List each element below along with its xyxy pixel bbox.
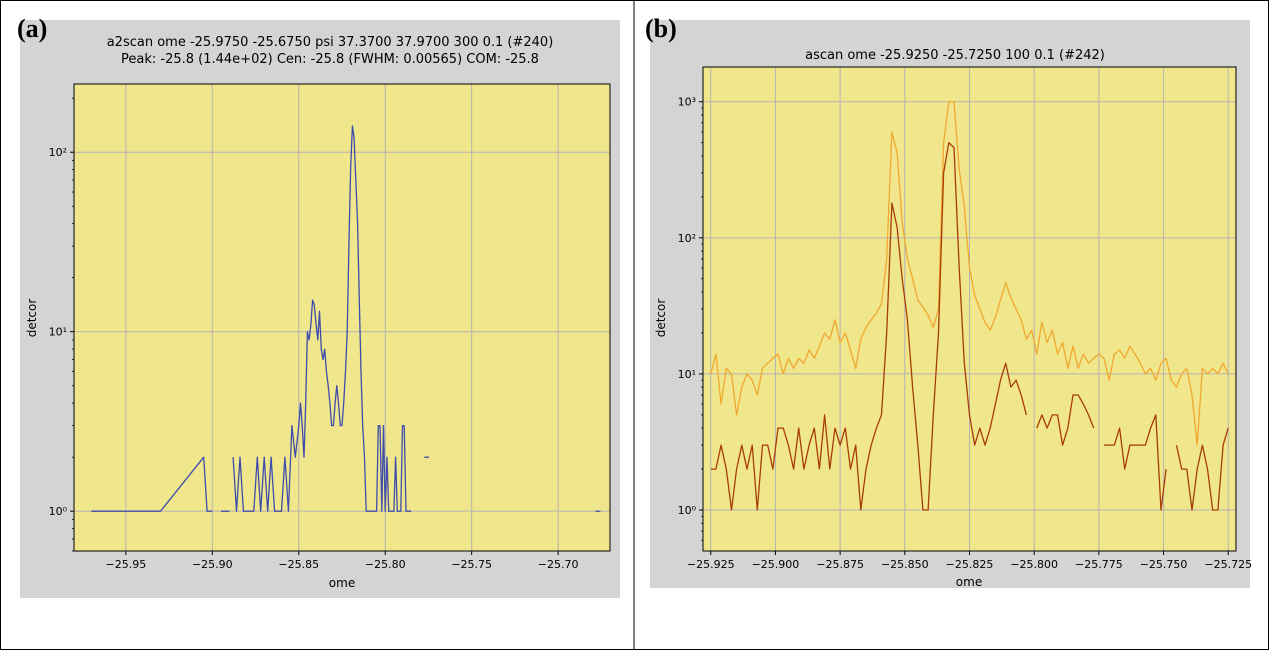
b-ytick-label: 10²	[678, 232, 696, 245]
panel-label-a: (a)	[17, 14, 48, 43]
a-xtick-label: −25.85	[278, 558, 319, 571]
b-xtick-label: −25.900	[752, 558, 800, 571]
chart-a-ylabel: detcor	[25, 299, 39, 338]
chart-b-y-ticks: 10⁰ 10¹ 10² 10³	[678, 96, 703, 541]
chart-b-grid	[703, 67, 1236, 551]
b-xtick-label: −25.775	[1075, 558, 1123, 571]
chart-a: a2scan ome -25.9750 -25.6750 psi 37.3700…	[20, 20, 620, 598]
b-series-line-1	[710, 142, 1229, 511]
chart-a-series	[91, 126, 601, 511]
chart-a-title: a2scan ome -25.9750 -25.6750 psi 37.3700…	[107, 35, 554, 50]
b-xtick-label: −25.725	[1204, 558, 1252, 571]
b-xtick-label: −25.875	[816, 558, 864, 571]
chart-a-xlabel: ome	[329, 576, 355, 590]
chart-b: ascan ome -25.9250 -25.7250 100 0.1 (#24…	[650, 20, 1252, 589]
chart-a-x-ticks: −25.95 −25.90 −25.85 −25.80 −25.75 −25.70	[106, 551, 579, 571]
chart-a-grid	[74, 84, 610, 551]
chart-b-title: ascan ome -25.9250 -25.7250 100 0.1 (#24…	[805, 48, 1105, 63]
chart-b-xlabel: ome	[956, 575, 982, 589]
b-xtick-label: −25.850	[881, 558, 929, 571]
b-xtick-label: −25.800	[1010, 558, 1058, 571]
b-series-line-0	[710, 101, 1229, 446]
a-ytick-label: 10²	[49, 146, 67, 159]
chart-a-y-ticks: 10⁰ 10¹ 10²	[49, 97, 74, 552]
chart-a-plot-area	[74, 84, 610, 551]
a-xtick-label: −25.70	[538, 558, 579, 571]
a-xtick-label: −25.95	[106, 558, 147, 571]
b-xtick-label: −25.925	[687, 558, 735, 571]
panel-label-b: (b)	[645, 14, 677, 43]
a-ytick-label: 10⁰	[49, 505, 68, 518]
chart-b-series	[710, 101, 1229, 511]
chart-a-axes-box	[73, 83, 611, 552]
b-ytick-label: 10¹	[678, 368, 696, 381]
a-xtick-label: −25.90	[192, 558, 233, 571]
b-xtick-label: −25.750	[1140, 558, 1188, 571]
a-xtick-label: −25.75	[451, 558, 492, 571]
b-ytick-label: 10⁰	[678, 504, 697, 517]
b-ytick-label: 10³	[678, 96, 696, 109]
a-xtick-label: −25.80	[365, 558, 406, 571]
chart-b-ylabel: detcor	[654, 299, 668, 338]
b-xtick-label: −25.825	[946, 558, 994, 571]
chart-a-subtitle: Peak: -25.8 (1.44e+02) Cen: -25.8 (FWHM:…	[121, 52, 539, 67]
chart-b-x-ticks: −25.925 −25.900 −25.875 −25.850 −25.825 −25.8…	[687, 551, 1252, 571]
a-ytick-label: 10¹	[49, 326, 67, 339]
